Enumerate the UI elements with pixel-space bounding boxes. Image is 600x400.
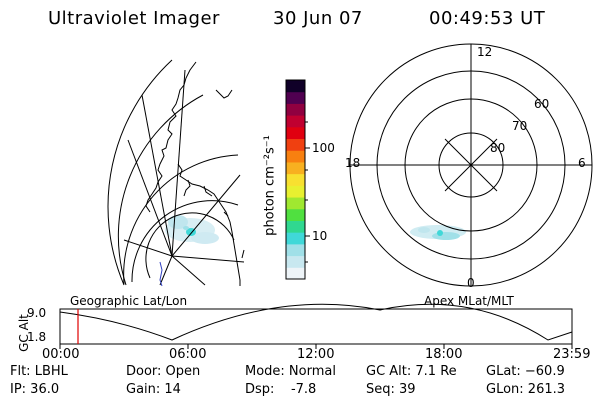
altitude-xtick-4: 23:59 [553,347,591,362]
colorbar-stripe [286,232,305,245]
param-mode: Mode: Normal [245,364,336,379]
colorbar-gradient [286,80,305,280]
altitude-ytick-max: 9.0 [27,306,47,320]
colorbar-stripe [286,255,305,268]
param-door: Door: Open [126,364,201,379]
param-dsp: Dsp: -7.8 [245,382,317,397]
geographic-map [107,59,245,287]
colorbar-stripe [286,220,305,233]
altitude-xtick-1: 06:00 [169,347,207,362]
observation-date: 30 Jun 07 [273,8,363,29]
colorbar-stripe [286,80,305,93]
geo-map-title: Geographic Lat/Lon [70,294,188,308]
altitude-xtick-0: 00:00 [42,347,80,362]
colorbar-unit-label: photon cm⁻²s⁻¹ [262,135,278,236]
param-flt: Flt: LBHL [10,364,68,379]
observation-time: 00:49:53 UT [429,8,546,29]
colorbar-stripe [286,103,305,116]
param-gain: Gain: 14 [126,382,181,397]
param-glat: GLat: −60.9 [486,364,565,379]
colorbar-stripe [286,161,305,175]
colorbar-stripe [286,138,305,151]
polar-lat-80: 80 [490,141,506,155]
instrument-title: Ultraviolet Imager [48,8,220,29]
colorbar-stripe [286,197,305,210]
altitude-xtick-2: 12:00 [297,347,335,362]
colorbar-stripe [286,115,305,128]
polar-mlt-6: 6 [578,156,586,170]
polar-mlt-18: 18 [345,156,361,170]
polar-mlt-0: 0 [467,276,475,290]
altitude-ytick-min: 1.8 [27,330,47,344]
altitude-xtick-3: 18:00 [425,347,463,362]
altitude-plot [59,303,573,349]
polar-plot [349,43,593,287]
colorbar-tick-10: 10 [312,229,328,243]
polar-lat-70: 70 [512,119,528,133]
colorbar-stripe [286,208,305,221]
param-seq: Seq: 39 [366,382,416,397]
param-glon: GLon: 261.3 [486,382,566,397]
geo-aurora-emission [165,215,219,244]
colorbar-stripe [286,243,305,257]
colorbar-stripe [286,126,305,140]
colorbar-stripe [286,150,305,163]
param-ip: IP: 36.0 [10,382,60,397]
polar-lat-60: 60 [534,97,550,111]
colorbar-stripe [286,91,305,104]
polar-mlt-12: 12 [477,45,493,59]
colorbar-stripe [286,173,305,186]
polar-plot-title: Apex MLat/MLT [424,294,514,308]
colorbar-tick-100: 100 [312,141,335,155]
colorbar-stripe [286,185,305,198]
param-gc-alt: GC Alt: 7.1 Re [366,364,457,379]
colorbar [285,79,310,280]
colorbar-stripe [286,267,305,280]
polar-aurora-emission [410,225,466,240]
